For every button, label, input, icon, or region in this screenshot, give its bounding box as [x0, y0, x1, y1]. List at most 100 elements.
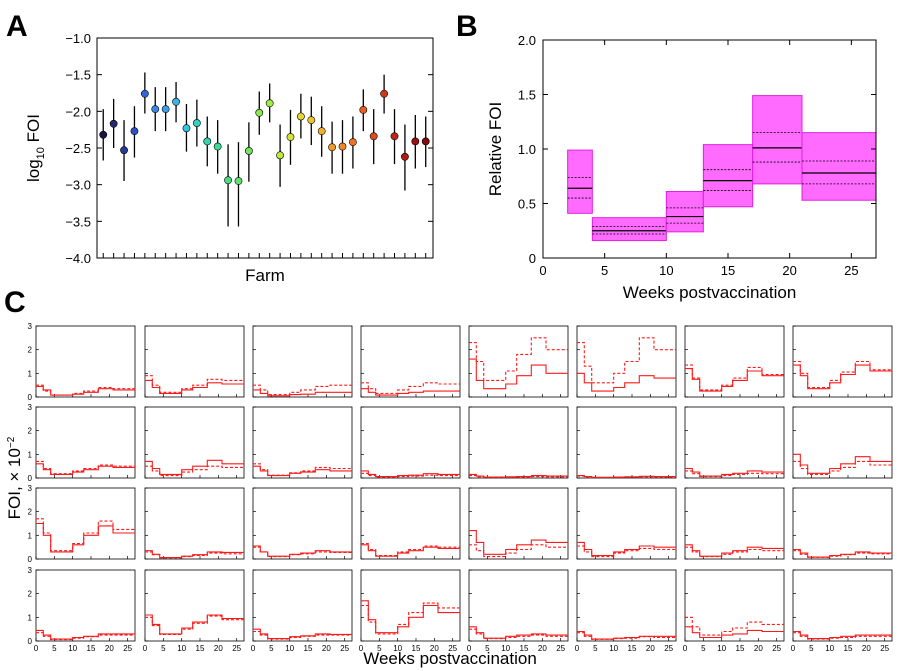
panel-c-subplot: [360, 487, 461, 560]
panel-c-ytick-label: 2: [28, 427, 33, 436]
panel-c-xtick-label: 5: [269, 644, 274, 653]
panel-c-subplot-frame: [144, 406, 245, 479]
panel-c-subplot-frame: [360, 487, 461, 560]
panel-c-solid-series: [577, 475, 676, 478]
panel-c-subplot-frame: [468, 325, 569, 398]
panel-b-ytick-label: 0: [529, 251, 536, 266]
panel-c-dashed-series: [36, 460, 135, 475]
panel-c-subplot-frame: [684, 487, 785, 560]
panel-a: −4.0 −3.5 −3.0 −2.5 −2.0 −1.5 −1.0 Farm log10 …: [24, 31, 434, 285]
panel-c-subplot-frame: [252, 325, 353, 398]
panel-c-solid-series: [685, 626, 784, 639]
panel-b-xtick-label: 10: [659, 263, 673, 278]
panel-c-xtick-label: 5: [161, 644, 166, 653]
panel-c-dashed-series: [685, 364, 784, 391]
panel-c-dashed-series: [685, 616, 784, 636]
panel-c-dashed-series: [361, 472, 460, 478]
panel-c-xtick-label: 0: [143, 644, 148, 653]
panel-c-subplot-frame: [576, 569, 677, 642]
panel-c-ytick-label: 3: [28, 322, 33, 331]
panel-a-point: [224, 176, 232, 185]
panel-c-subplot: [468, 325, 569, 398]
panel-c-subplot-frame: [144, 487, 245, 560]
panel-c-dashed-series: [145, 465, 244, 477]
panel-a-point: [317, 127, 326, 136]
panel-a-point: [99, 130, 108, 139]
panel-c-solid-series: [577, 372, 676, 392]
panel-c-subplot: [144, 406, 245, 479]
panel-c-subplot: [252, 406, 353, 479]
panel-c-xtick-label: 15: [844, 644, 853, 653]
panel-c-xtick-label: 0: [467, 644, 472, 653]
panel-c-subplot: [792, 325, 893, 398]
panel-c-dashed-series: [361, 602, 460, 635]
panel-c-solid-series: [793, 548, 892, 558]
panel-c-xtick-label: 10: [68, 644, 77, 653]
panel-c-ylabel-base: FOI, × 10: [5, 448, 24, 519]
panel-a-ticks: −4.0 −3.5 −3.0 −2.5 −2.0 −1.5 −1.0: [65, 31, 433, 266]
panel-c-ytick-label: 0: [28, 393, 33, 402]
panel-c-xtick-label: 5: [52, 644, 57, 653]
panel-b-ytick-label: 1.0: [518, 142, 536, 157]
panel-c-subplot-frame: [792, 487, 893, 560]
panel-a-point: [255, 108, 264, 117]
panel-b-interval-box: [591, 217, 667, 242]
panel-a-ytick-label: −3.5: [65, 214, 91, 229]
panel-c-subplot-frame: [35, 569, 136, 642]
panel-a-ylabel: log10 FOI: [24, 114, 47, 182]
panel-c-dashed-series: [685, 470, 784, 478]
panel-c-subplot: 0 1 2 3: [28, 403, 136, 483]
panel-c-xtick-label: 20: [214, 644, 223, 653]
panel-c-subplot: [576, 406, 677, 479]
panel-c-dashed-series: [577, 337, 676, 384]
panel-c-solid-series: [469, 626, 568, 639]
panel-c-subplot: 0 5 10 15 20 25: [791, 569, 893, 653]
panel-c-subplot: 0 1 2 3 0 5 10 15 20 25: [28, 566, 136, 653]
panel-c-dashed-series: [793, 550, 892, 558]
panel-a-ylabel-base: log: [24, 159, 43, 182]
panel-c-xtick-label: 25: [123, 644, 132, 653]
panel-c-solid-series: [36, 385, 135, 396]
panel-b-ytick-label: 0.5: [518, 197, 536, 212]
panel-c-subplot-frame: [144, 325, 245, 398]
panel-c-subplot: [684, 406, 785, 479]
panel-c-xtick-label: 15: [412, 644, 421, 653]
panel-c-xtick-label: 15: [736, 644, 745, 653]
panel-a-ytick-label: −2.5: [65, 141, 91, 156]
panel-b-ticks: 0 0.5 1.0 1.5 2.0 0 5 10 15 20 25: [518, 33, 876, 278]
panel-c-ytick-label: 3: [28, 484, 33, 493]
panel-c-subplot-frame: [576, 406, 677, 479]
panel-c-subplot: 0 5 10 15 20 25: [683, 569, 785, 653]
panel-c-xtick-label: 0: [791, 644, 796, 653]
panel-c-ytick-label: 1: [28, 450, 33, 459]
panel-c-solid-series: [361, 470, 460, 478]
panel-c-ytick-label: 1: [28, 613, 33, 622]
panel-a-point: [380, 89, 389, 98]
panel-a-point: [286, 133, 295, 141]
panel-c-xtick-label: 5: [377, 644, 382, 653]
panel-a-frame: [96, 37, 434, 259]
panel-c-xtick-label: 25: [772, 644, 781, 653]
panel-c-dashed-series: [793, 360, 892, 389]
panel-c-dashed-series: [577, 632, 676, 640]
panel-c-subplot: [252, 487, 353, 560]
panel-c-subplot-frame: [144, 569, 245, 642]
panel-c-solid-series: [577, 541, 676, 557]
panel-a-point: [151, 105, 160, 114]
panel-c-solid-series: [145, 550, 244, 559]
panel-c-solid-series: [685, 368, 784, 392]
panel-c-subplot: [360, 406, 461, 479]
panel-c-xtick-label: 0: [34, 644, 39, 653]
panel-c-subplot: [576, 325, 677, 398]
panel-c-subplot-frame: [576, 487, 677, 560]
panel-b-interval-box: [801, 132, 877, 201]
panel-b-marks: [567, 95, 877, 242]
panel-c-ytick-label: 3: [28, 403, 33, 412]
panel-c-xtick-label: 25: [556, 644, 565, 653]
panel-b-letter: B: [456, 10, 478, 43]
panel-c-xtick-label: 25: [448, 644, 457, 653]
panel-b-interval-box: [752, 95, 803, 185]
panel-b-interval-box: [702, 144, 754, 208]
